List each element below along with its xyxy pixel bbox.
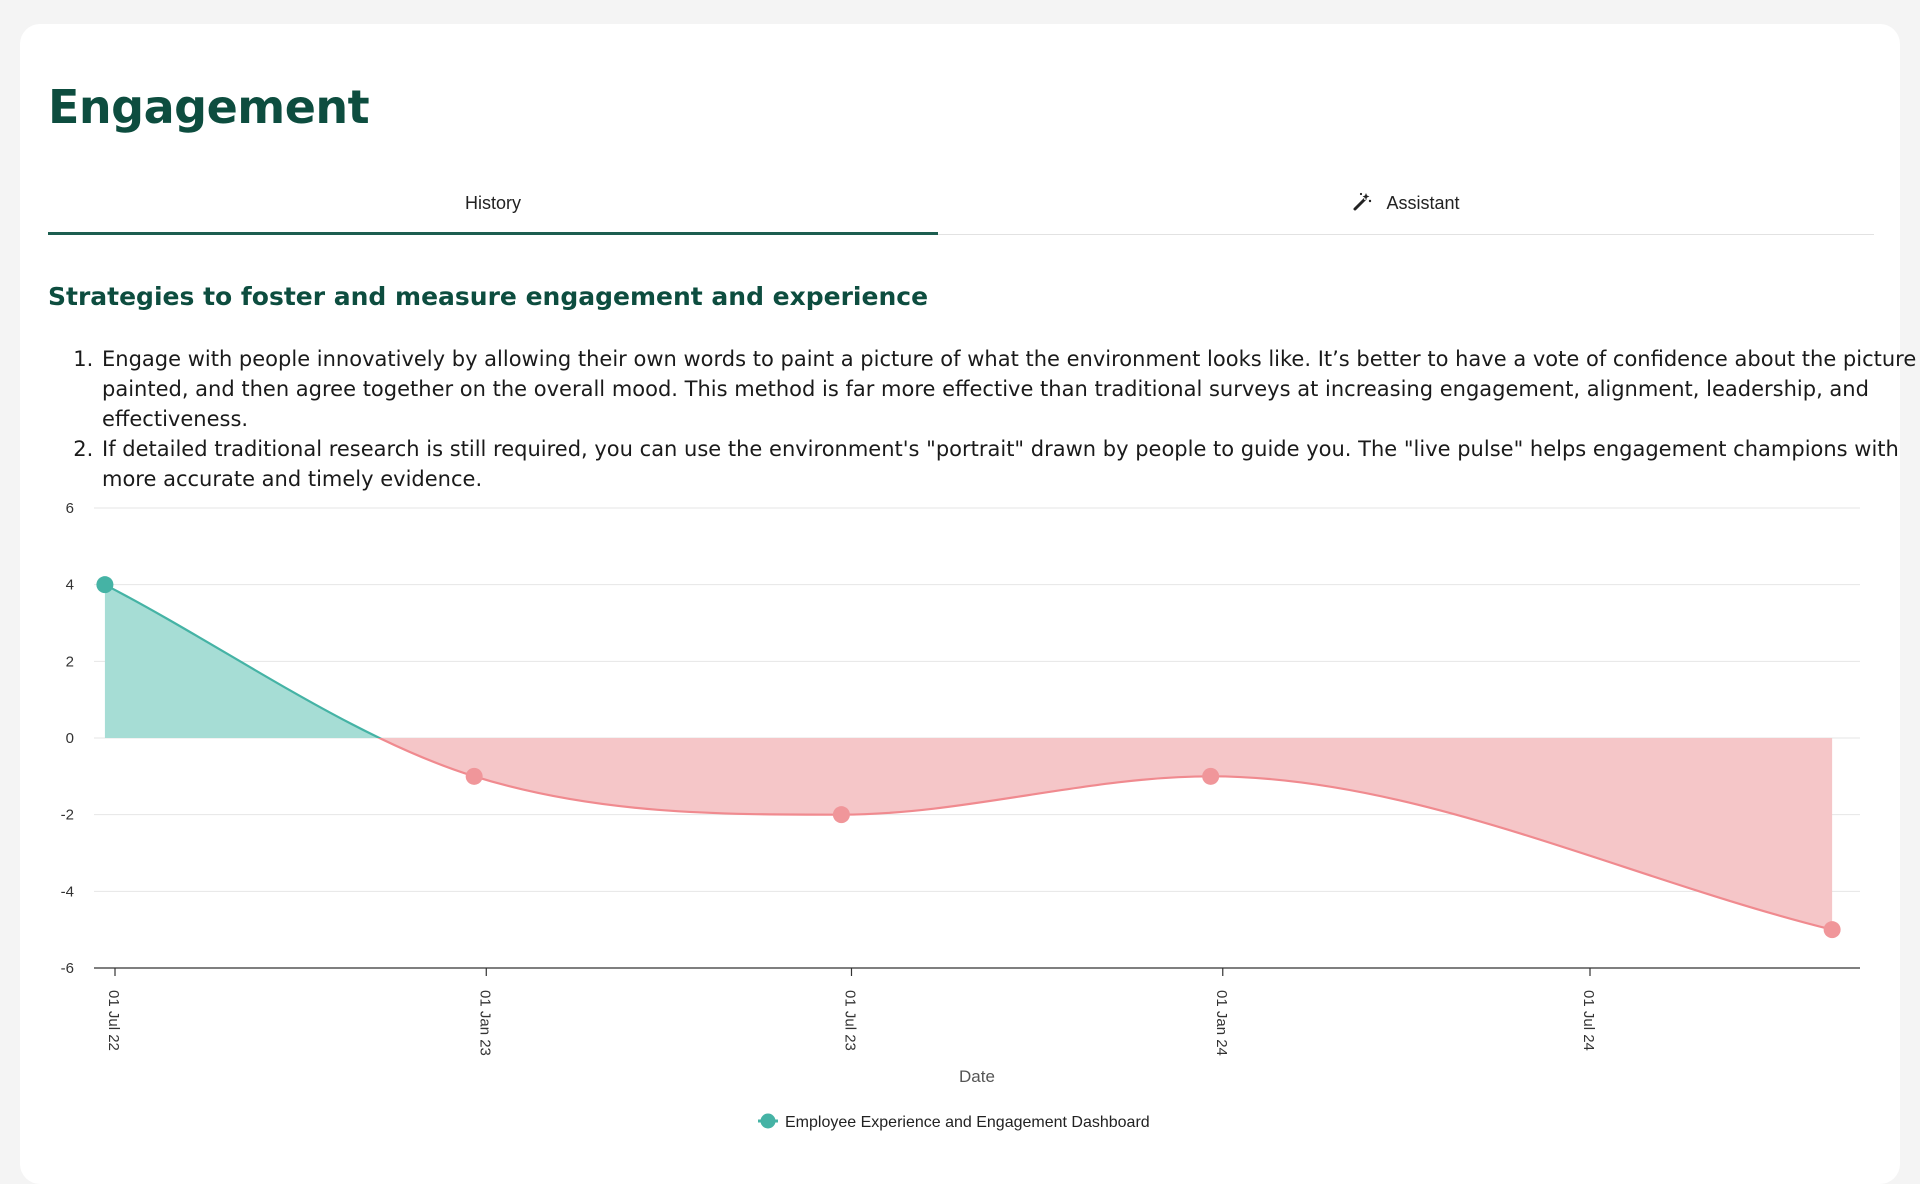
- engagement-card: Engagement History Assistant Strategies …: [20, 24, 1916, 1184]
- engagement-chart-svg: 6 4 2 0 -2 -4 -6 01 Jul 22 01 Jan 23 01 Jul 23 01 …: [61, 500, 1860, 1131]
- x-axis-label: Date: [959, 1067, 995, 1086]
- x-tick-label: 01 Jul 22: [105, 990, 122, 1051]
- tab-history[interactable]: History: [48, 190, 938, 235]
- data-point: [465, 767, 483, 785]
- tab-assistant-label: Assistant: [1386, 193, 1460, 213]
- data-point: [1823, 921, 1841, 939]
- y-tick-label: 2: [66, 653, 74, 670]
- x-tick-label: 01 Jul 24: [1580, 990, 1597, 1051]
- y-tick-label: -2: [61, 807, 74, 824]
- magic-wand-icon: [1352, 192, 1372, 212]
- tab-history-label: History: [464, 193, 521, 213]
- series-line-positive: [104, 583, 383, 738]
- strategy-item: If detailed traditional research is stil…: [100, 434, 1920, 494]
- data-point: [1202, 767, 1220, 785]
- y-tick-label: 4: [66, 577, 74, 594]
- strategy-item: Engage with people innovatively by allow…: [100, 344, 1920, 434]
- section-title: Strategies to foster and measure engagem…: [48, 282, 929, 311]
- y-tick-label: -6: [61, 960, 74, 977]
- legend-marker: [760, 1113, 776, 1129]
- data-point: [96, 576, 114, 594]
- x-tick-label: 01 Jan 24: [1213, 990, 1230, 1056]
- y-tick-label: 6: [66, 500, 74, 517]
- y-tick-label: -4: [61, 883, 74, 900]
- x-tick-label: 01 Jan 23: [476, 990, 493, 1056]
- tab-assistant[interactable]: Assistant: [938, 190, 1874, 234]
- page-title: Engagement: [48, 80, 370, 134]
- strategy-list: Engage with people innovatively by allow…: [48, 344, 1920, 494]
- legend-label: Employee Experience and Engagement Dashb…: [785, 1114, 1150, 1131]
- tab-bar: History Assistant: [48, 190, 1874, 235]
- data-point: [832, 806, 850, 824]
- series-line-negative: [376, 738, 1833, 931]
- area-negative: [104, 738, 1833, 930]
- legend: Employee Experience and Engagement Dashb…: [758, 1113, 1150, 1131]
- y-tick-label: 0: [66, 730, 74, 747]
- x-tick-label: 01 Jul 23: [841, 990, 858, 1051]
- area-positive: [104, 584, 1833, 738]
